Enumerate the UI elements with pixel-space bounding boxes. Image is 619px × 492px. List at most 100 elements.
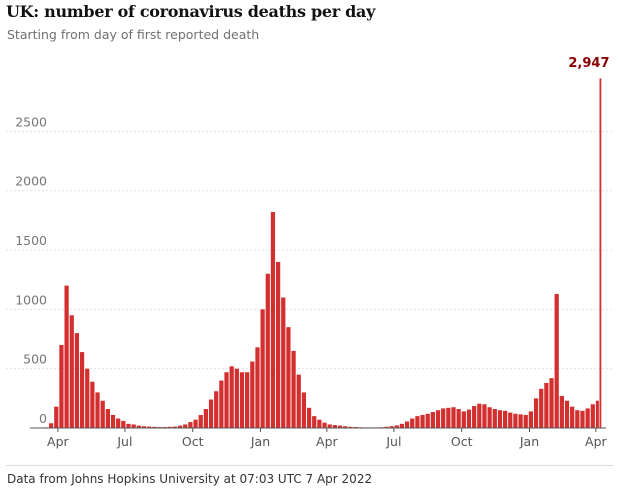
bar [420, 414, 425, 428]
x-axis-ticks [57, 428, 597, 432]
bar [260, 309, 265, 428]
bar [147, 426, 152, 428]
bar [559, 395, 564, 428]
bar [544, 382, 549, 428]
bar [131, 424, 136, 428]
bar [327, 424, 332, 428]
bar [90, 381, 95, 428]
y-tick-label: 2500 [15, 114, 47, 129]
x-tick-label: Jul [385, 434, 401, 449]
x-tick-label: Jul [116, 434, 132, 449]
bar [275, 261, 281, 428]
source-note: Data from Johns Hopkins University at 07… [7, 472, 373, 486]
bar [116, 418, 121, 428]
bar [435, 410, 441, 428]
bar [229, 366, 234, 428]
bar [539, 388, 544, 428]
bar [590, 404, 595, 428]
bar [343, 426, 348, 428]
bar [95, 392, 100, 428]
bar [136, 425, 141, 428]
bar [404, 421, 410, 428]
bar [172, 426, 178, 428]
bar [54, 406, 59, 428]
bar [472, 406, 477, 428]
bar [85, 368, 90, 428]
bar [446, 407, 451, 428]
bar [224, 372, 229, 428]
bar [234, 368, 239, 428]
bar [549, 378, 554, 428]
bar [575, 410, 580, 428]
bar [198, 414, 203, 428]
bar [239, 372, 245, 428]
bar [425, 413, 430, 428]
bar [126, 423, 131, 428]
bar [337, 425, 343, 428]
bar [79, 352, 85, 428]
bar [502, 410, 508, 428]
bar [456, 409, 461, 428]
bar [296, 374, 301, 428]
bar [466, 409, 472, 428]
bar [332, 425, 337, 428]
x-tick-label: Oct [451, 434, 473, 449]
bar [451, 407, 456, 428]
bar [513, 413, 518, 428]
bar [477, 403, 482, 428]
bar [214, 391, 219, 428]
gridlines [6, 130, 613, 370]
bar [69, 315, 74, 428]
bar [312, 416, 317, 428]
bar [105, 409, 110, 428]
bar [306, 407, 312, 428]
x-tick-label: Oct [182, 434, 204, 449]
x-tick-label: Jan [519, 434, 539, 449]
bar [255, 347, 260, 428]
bar [203, 409, 208, 428]
peak-annotation: 2,947 [568, 56, 609, 71]
bar [64, 285, 69, 428]
bar [322, 422, 327, 428]
bar [394, 425, 399, 428]
bar [121, 420, 126, 428]
bar [585, 408, 590, 428]
bar [270, 212, 276, 428]
bar [59, 344, 64, 428]
bar [533, 398, 539, 428]
bar [461, 411, 466, 428]
bar [348, 426, 353, 428]
bar [141, 426, 147, 428]
bar [100, 400, 105, 428]
bar [487, 407, 492, 428]
bar [152, 426, 157, 428]
bar [564, 400, 570, 428]
y-tick-label: 500 [23, 352, 47, 367]
bar [167, 426, 172, 428]
x-tick-label: Apr [316, 434, 338, 449]
bar [399, 423, 405, 428]
y-tick-label: 1500 [15, 233, 47, 248]
x-tick-label: Apr [47, 434, 69, 449]
bar [317, 419, 322, 428]
bar [554, 293, 559, 428]
bar [265, 273, 270, 428]
y-axis-labels: 0 500 1000 1500 2000 2500 [15, 114, 47, 426]
bar [250, 361, 255, 428]
bar [441, 408, 446, 428]
bar [580, 410, 585, 428]
bars [43, 78, 602, 429]
bar [291, 350, 296, 428]
bar [518, 414, 523, 428]
bar [528, 411, 534, 428]
bar [193, 419, 198, 428]
chart-plot: 0 500 1000 1500 2000 2500 Apr Jul Oct Jan Apr Jul O… [6, 56, 613, 449]
chart-title: UK: number of coronavirus deaths per day [6, 2, 376, 21]
bar [245, 372, 250, 428]
bar [110, 414, 116, 428]
x-tick-label: Jan [250, 434, 270, 449]
bar [389, 426, 394, 428]
bar [430, 411, 435, 428]
bar [595, 400, 599, 428]
bar [599, 78, 602, 429]
